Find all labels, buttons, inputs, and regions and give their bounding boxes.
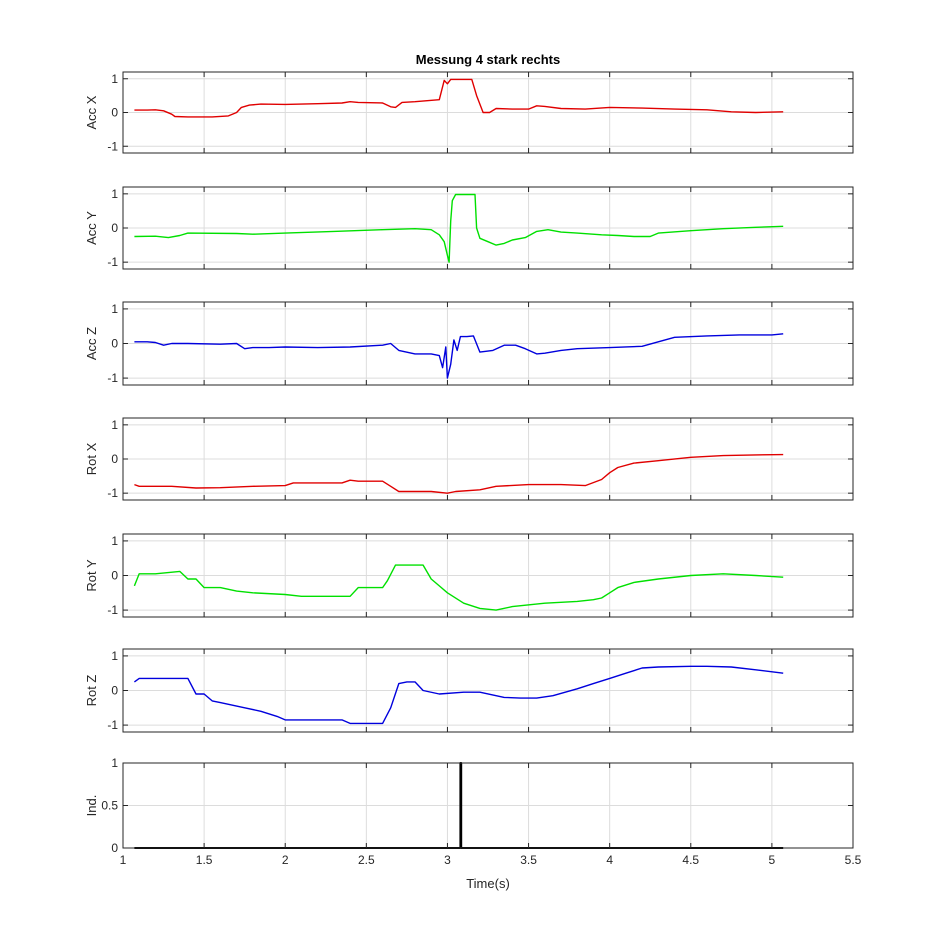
y-axis-label: Rot Y <box>84 559 99 592</box>
y-tick-label: 1 <box>111 302 118 316</box>
y-tick-label: 0 <box>111 337 118 351</box>
y-axis-label: Acc X <box>84 95 99 129</box>
x-tick-label: 4.5 <box>682 853 699 867</box>
y-tick-label: -1 <box>107 486 118 500</box>
y-tick-label: 0 <box>111 452 118 466</box>
y-tick-label: -1 <box>107 139 118 153</box>
y-tick-label: -1 <box>107 603 118 617</box>
y-tick-label: 0 <box>111 221 118 235</box>
y-tick-label: -1 <box>107 718 118 732</box>
y-axis-label: Acc Y <box>84 211 99 245</box>
series-line-acc-x <box>134 78 784 118</box>
series-line-acc-z <box>134 333 784 379</box>
series-line-rot-z <box>133 665 784 725</box>
panel-rot-z: -1 0 1 Rot Z <box>84 648 854 733</box>
y-tick-label: 1 <box>111 649 118 663</box>
panel-acc-z: -1 0 1 Acc Z <box>84 301 854 386</box>
series-line-rot-x <box>134 453 784 494</box>
y-tick-label: -1 <box>107 255 118 269</box>
y-tick-label: 1 <box>111 72 118 86</box>
y-axis-label: Ind. <box>84 795 99 817</box>
y-tick-label: 0.5 <box>101 799 118 813</box>
x-tick-label: 4 <box>606 853 613 867</box>
y-tick-label: -1 <box>107 371 118 385</box>
y-tick-label: 1 <box>111 418 118 432</box>
panel-acc-x: -1 0 1 Acc X <box>84 71 854 154</box>
x-tick-label: 2 <box>282 853 289 867</box>
x-tick-label: 2.5 <box>358 853 375 867</box>
series-line-rot-y <box>133 564 784 611</box>
x-tick-label: 3.5 <box>520 853 537 867</box>
panel-acc-y: -1 0 1 Acc Y <box>84 186 854 270</box>
x-axis-label: Time(s) <box>466 876 510 891</box>
y-tick-label: 0 <box>111 841 118 855</box>
y-axis-label: Acc Z <box>84 327 99 360</box>
y-tick-label: 1 <box>111 756 118 770</box>
y-tick-label: 0 <box>111 106 118 120</box>
chart-title: Messung 4 stark rechts <box>416 52 561 67</box>
y-tick-label: 1 <box>111 187 118 201</box>
y-tick-label: 0 <box>111 684 118 698</box>
panel-ind: 0 0.5 1 Ind. 1 1.5 2 2.5 3 3.5 4 4.5 5 5.5 <box>84 756 862 867</box>
x-tick-label: 1.5 <box>196 853 213 867</box>
x-tick-label: 3 <box>444 853 451 867</box>
series-line-acc-y <box>134 193 784 263</box>
y-tick-label: 0 <box>111 569 118 583</box>
panel-rot-y: -1 0 1 Rot Y <box>84 533 854 618</box>
x-tick-label: 5 <box>769 853 776 867</box>
panel-rot-x: -1 0 1 Rot X <box>84 417 854 501</box>
y-axis-label: Rot Z <box>84 675 99 707</box>
x-tick-label: 5.5 <box>845 853 862 867</box>
x-tick-label: 1 <box>120 853 127 867</box>
y-tick-label: 1 <box>111 534 118 548</box>
y-axis-label: Rot X <box>84 442 99 475</box>
